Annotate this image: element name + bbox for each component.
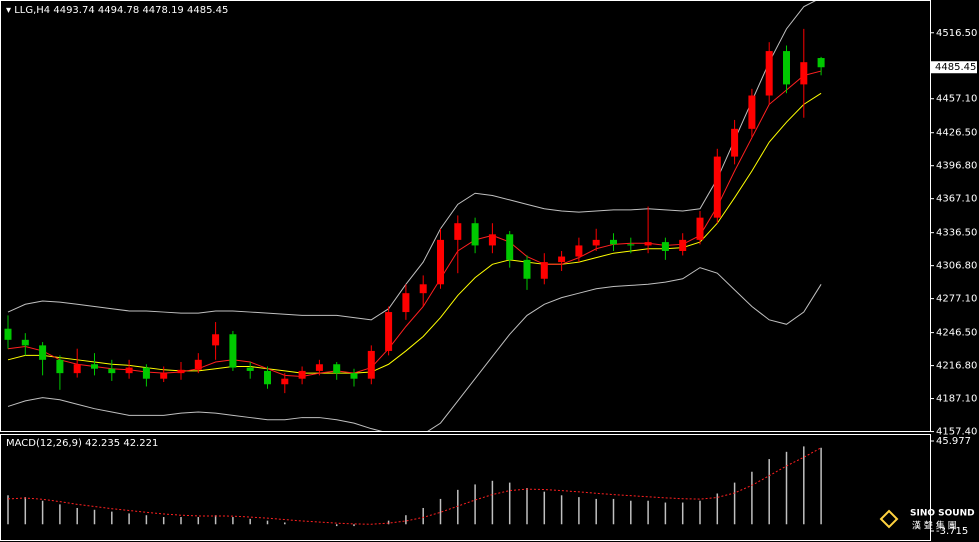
y-tick-label: 4216.80	[936, 361, 977, 372]
candle-body	[713, 156, 721, 218]
axes: 4516.50 4457.10 4426.50 4396.80 4367.10 4336.…	[930, 28, 977, 537]
price-marker	[931, 61, 977, 74]
candle-body	[419, 284, 427, 294]
candle-body	[765, 51, 773, 96]
watermark-text: SINO SOUND	[910, 509, 975, 519]
candle-body	[298, 370, 306, 379]
candle-body	[817, 58, 825, 68]
candle-body	[402, 293, 410, 313]
candle-body	[627, 244, 635, 246]
candle-body	[644, 242, 652, 246]
macd-header: MACD(12,26,9) 42.235 42.221	[6, 438, 158, 449]
candle-body	[731, 128, 739, 157]
y-tick-label: 4516.50	[936, 28, 977, 39]
candle-body	[471, 223, 479, 246]
price-marker-label: 4485.45	[935, 62, 976, 73]
macd-plot	[7, 446, 822, 527]
candle-body	[21, 339, 29, 346]
y-tick-label: 4157.40	[936, 427, 977, 438]
candle-body	[610, 239, 617, 245]
y-tick-label: 4277.10	[936, 294, 977, 305]
candle-body	[4, 328, 12, 340]
candle-body	[367, 350, 375, 379]
signal-value: 42.221	[123, 438, 158, 449]
candle-body	[333, 364, 341, 374]
candle-body	[454, 223, 462, 240]
macd-title: MACD(12,26,9)	[6, 438, 82, 449]
collapse-arrow[interactable]: ▾	[6, 5, 14, 16]
candle-body	[142, 367, 150, 379]
y-tick-label: 4306.80	[936, 261, 977, 272]
main-panel-border	[0, 0, 931, 432]
candle-body	[73, 364, 81, 374]
candle-body	[56, 359, 64, 374]
bands-upper	[7, 1, 816, 321]
candle-body	[748, 95, 756, 129]
candle-body	[800, 62, 808, 85]
y-tick-label: 4426.50	[936, 128, 977, 139]
symbol: LLG,H4	[14, 5, 50, 16]
candle-body	[91, 364, 98, 369]
candle-body	[488, 234, 496, 246]
candle-body	[229, 334, 237, 368]
ohlc-close: 4485.45	[187, 5, 228, 16]
watermark-subtext: 漢 聲 集 團	[912, 520, 957, 532]
candle-body	[125, 367, 133, 374]
candle-body	[592, 239, 600, 246]
candle-body	[281, 378, 289, 385]
candle-body	[558, 256, 566, 263]
candle-body	[437, 239, 444, 285]
y-tick-label: 4187.10	[936, 394, 977, 405]
signal-line	[7, 447, 822, 525]
bands-lower	[7, 267, 822, 431]
candle-body	[177, 369, 185, 374]
candle-body	[575, 245, 583, 257]
watermark: SINO SOUND 漢 聲 集 團	[879, 509, 975, 532]
candle-body	[246, 367, 254, 371]
macd-value: 42.235	[85, 438, 120, 449]
candle-body	[540, 262, 548, 279]
y-tick-label: 4457.10	[936, 94, 977, 105]
y-tick-label: 45.977	[936, 436, 971, 447]
y-tick-label: -3.715	[936, 526, 968, 537]
candle-body	[523, 259, 531, 279]
candle-body	[212, 334, 220, 346]
candle-body	[506, 234, 514, 260]
y-tick-label: 4336.50	[936, 228, 977, 239]
header: ▾ LLG,H4 4493.74 4494.78 4478.19 4485.45	[6, 5, 228, 16]
y-tick-label: 4396.80	[936, 161, 977, 172]
candle-body	[679, 239, 687, 251]
macd-panel-border	[0, 434, 931, 541]
logo-mark	[879, 509, 899, 529]
candle-body	[385, 312, 393, 351]
ohlc-low: 4478.19	[142, 5, 183, 16]
candle-body	[661, 242, 669, 251]
main-plot	[4, 1, 825, 431]
y-tick-label: 4246.50	[936, 328, 977, 339]
ohlc-open: 4493.74	[53, 5, 94, 16]
candle-body	[315, 364, 323, 371]
candle-body	[39, 345, 47, 360]
candle-body	[696, 217, 704, 240]
candle-body	[783, 51, 790, 85]
y-tick-label: 4367.10	[936, 194, 977, 205]
candle-body	[264, 370, 271, 385]
candle-body	[108, 368, 116, 374]
candle-body	[194, 359, 202, 370]
ohlc-high: 4494.78	[98, 5, 139, 16]
candle-body	[160, 373, 168, 379]
candle-body	[350, 373, 358, 379]
